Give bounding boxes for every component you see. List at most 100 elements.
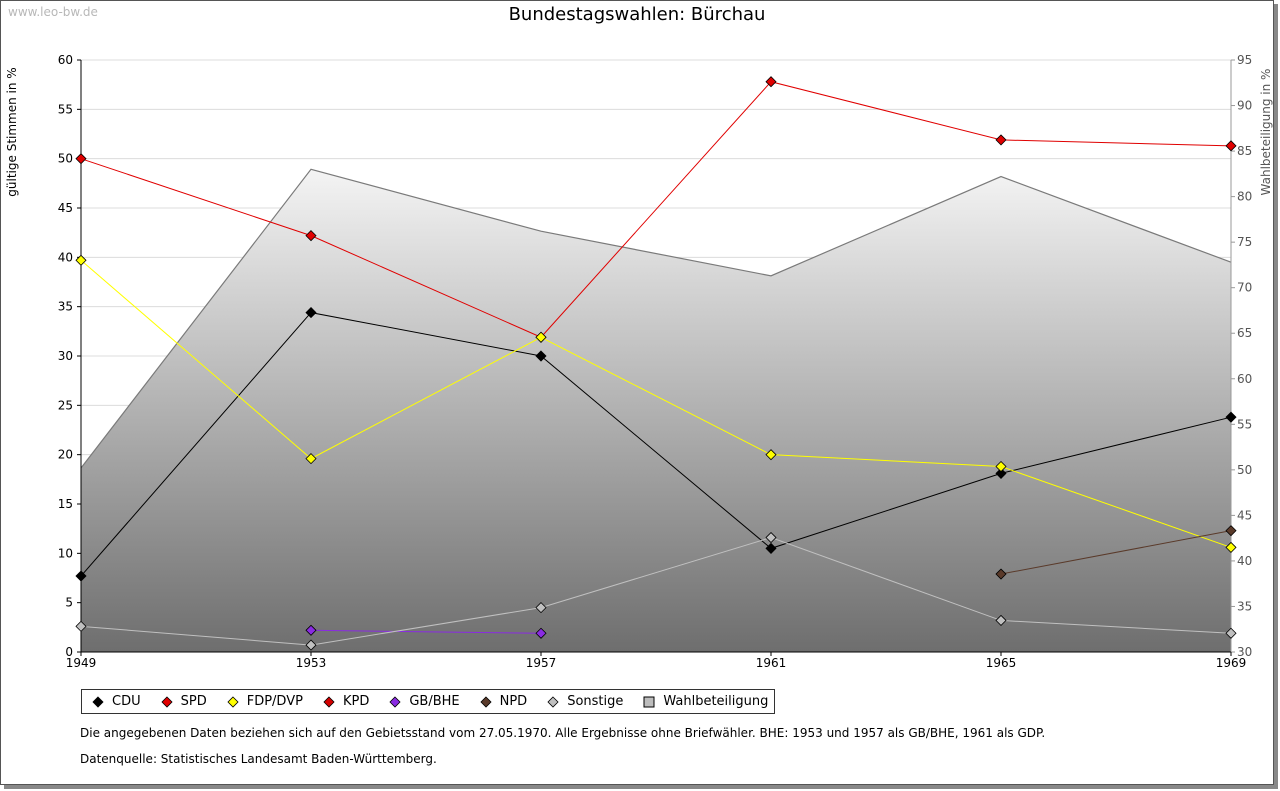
- left-tick-label: 55: [58, 102, 73, 116]
- legend-item: KPD: [317, 694, 369, 709]
- legend-item: Wahlbeteiligung: [637, 694, 768, 709]
- data-point-cdu: [1225, 411, 1237, 423]
- turnout-area-layer: [80, 168, 1232, 653]
- data-point-spd: [75, 153, 87, 165]
- data-point-sonstige: [765, 531, 777, 544]
- chart-title: Bundestagswahlen: Bürchau: [508, 4, 766, 25]
- legend-item: FDP/DVP: [221, 694, 303, 709]
- data-point-sonstige: [75, 620, 87, 632]
- chart-canvas: 0 5 10 15 20 25 30 35 40 45 50 55 60 30 35 40 45 50 55 60 65…: [58, 53, 1253, 670]
- series-line-spd: [80, 81, 1232, 338]
- right-tick-label: 70: [1237, 281, 1252, 295]
- left-tick-label: 60: [58, 53, 73, 67]
- series-line-cdu: [80, 312, 1232, 577]
- data-point-fdp-dvp: [995, 460, 1007, 473]
- data-point-sonstige: [995, 614, 1007, 626]
- left-tick-label: 25: [58, 398, 73, 412]
- series-line-npd: [1000, 530, 1232, 575]
- right-tick-label: 50: [1237, 463, 1252, 477]
- series-line-gb-bhe: [310, 629, 542, 634]
- right-tick-label: 75: [1237, 235, 1252, 249]
- left-tick-label: 40: [58, 250, 73, 264]
- legend-label: CDU: [112, 694, 141, 709]
- data-point-sonstige: [1225, 627, 1237, 639]
- data-point-fdp-dvp: [1225, 541, 1237, 553]
- legend-item: NPD: [474, 694, 528, 709]
- data-point-spd: [305, 230, 317, 242]
- legend-diamond-icon: [389, 695, 401, 708]
- right-tick-label: 35: [1237, 599, 1252, 613]
- right-tick-label: 55: [1237, 417, 1252, 431]
- legend-label: Sonstige: [567, 694, 624, 709]
- axes: 0 5 10 15 20 25 30 35 40 45 50 55 60 30 35 40 45 50 55 60 65…: [58, 53, 1253, 670]
- right-tick-label: 45: [1237, 508, 1252, 522]
- data-point-sonstige: [305, 639, 317, 651]
- left-tick-label: 0: [65, 645, 73, 659]
- data-point-cdu: [995, 467, 1007, 479]
- legend-diamond-icon: [227, 695, 239, 708]
- right-tick-label: 40: [1237, 554, 1252, 568]
- legend-label: GB/BHE: [409, 694, 460, 709]
- data-point-gb-bhe: [535, 627, 547, 639]
- left-tick-label: 35: [58, 300, 73, 314]
- legend: CDU SPD FDP/DVP KPD GB/BHE NPD Sonstige Wahlbet…: [81, 689, 776, 714]
- legend-item: Sonstige: [541, 694, 623, 709]
- left-tick-label: 15: [58, 497, 73, 511]
- data-point-gb-bhe: [305, 624, 317, 636]
- right-tick-label: 90: [1237, 99, 1252, 113]
- legend-diamond-icon: [547, 695, 559, 708]
- legend-diamond-icon: [480, 695, 492, 708]
- data-point-fdp-dvp: [765, 449, 777, 461]
- data-point-spd: [995, 134, 1007, 146]
- left-tick-label: 20: [58, 448, 73, 462]
- right-tick-label: 95: [1237, 53, 1252, 67]
- data-point-fdp-dvp: [75, 254, 87, 266]
- legend-label: FDP/DVP: [246, 694, 303, 709]
- legend-label: KPD: [342, 694, 370, 709]
- left-axis-title: gültige Stimmen in %: [5, 67, 19, 197]
- right-tick-label: 65: [1237, 326, 1252, 340]
- data-point-npd: [1225, 525, 1237, 537]
- series-line-fdp-dvp: [80, 259, 1232, 548]
- series-layer: [75, 76, 1237, 651]
- legend-label: Wahlbeteiligung: [663, 694, 769, 709]
- watermark: www.leo-bw.de: [8, 5, 98, 19]
- left-tick-label: 10: [58, 546, 73, 560]
- data-point-fdp-dvp: [535, 331, 547, 343]
- turnout-area: [81, 169, 1231, 653]
- x-tick-label: 1969: [1216, 656, 1247, 670]
- right-tick-label: 85: [1237, 144, 1252, 158]
- data-point-spd: [1225, 140, 1237, 152]
- x-tick-label: 1957: [526, 656, 557, 670]
- right-tick-label: 30: [1237, 645, 1252, 659]
- right-tick-label: 80: [1237, 190, 1252, 204]
- data-point-cdu: [75, 570, 87, 582]
- data-point-cdu: [765, 542, 777, 554]
- series-line-sonstige: [80, 537, 1232, 646]
- data-point-cdu: [305, 307, 317, 319]
- left-tick-label: 50: [58, 152, 73, 166]
- left-tick-label: 30: [58, 349, 73, 363]
- x-tick-label: 1961: [756, 656, 787, 670]
- legend-square-icon: [643, 696, 655, 707]
- turnout-line: [80, 168, 1232, 469]
- x-tick-label: 1965: [986, 656, 1017, 670]
- data-point-npd: [995, 568, 1007, 580]
- data-source: Datenquelle: Statistisches Landesamt Bad…: [80, 752, 437, 766]
- data-point-spd: [765, 76, 777, 88]
- legend-diamond-icon: [92, 695, 104, 708]
- legend-item: GB/BHE: [383, 694, 460, 709]
- data-point-fdp-dvp: [305, 453, 317, 465]
- legend-item: SPD: [155, 694, 207, 709]
- data-point-sonstige: [535, 602, 547, 614]
- x-tick-label: 1953: [296, 656, 327, 670]
- legend-diamond-icon: [161, 695, 173, 708]
- data-point-cdu: [535, 350, 547, 362]
- legend-label: SPD: [180, 694, 207, 709]
- legend-label: NPD: [499, 694, 528, 709]
- legend-diamond-icon: [323, 695, 335, 708]
- right-axis-title: Wahlbeteiligung in %: [1259, 68, 1273, 196]
- right-tick-label: 60: [1237, 372, 1252, 386]
- legend-item: CDU: [86, 694, 141, 709]
- left-tick-label: 5: [65, 596, 73, 610]
